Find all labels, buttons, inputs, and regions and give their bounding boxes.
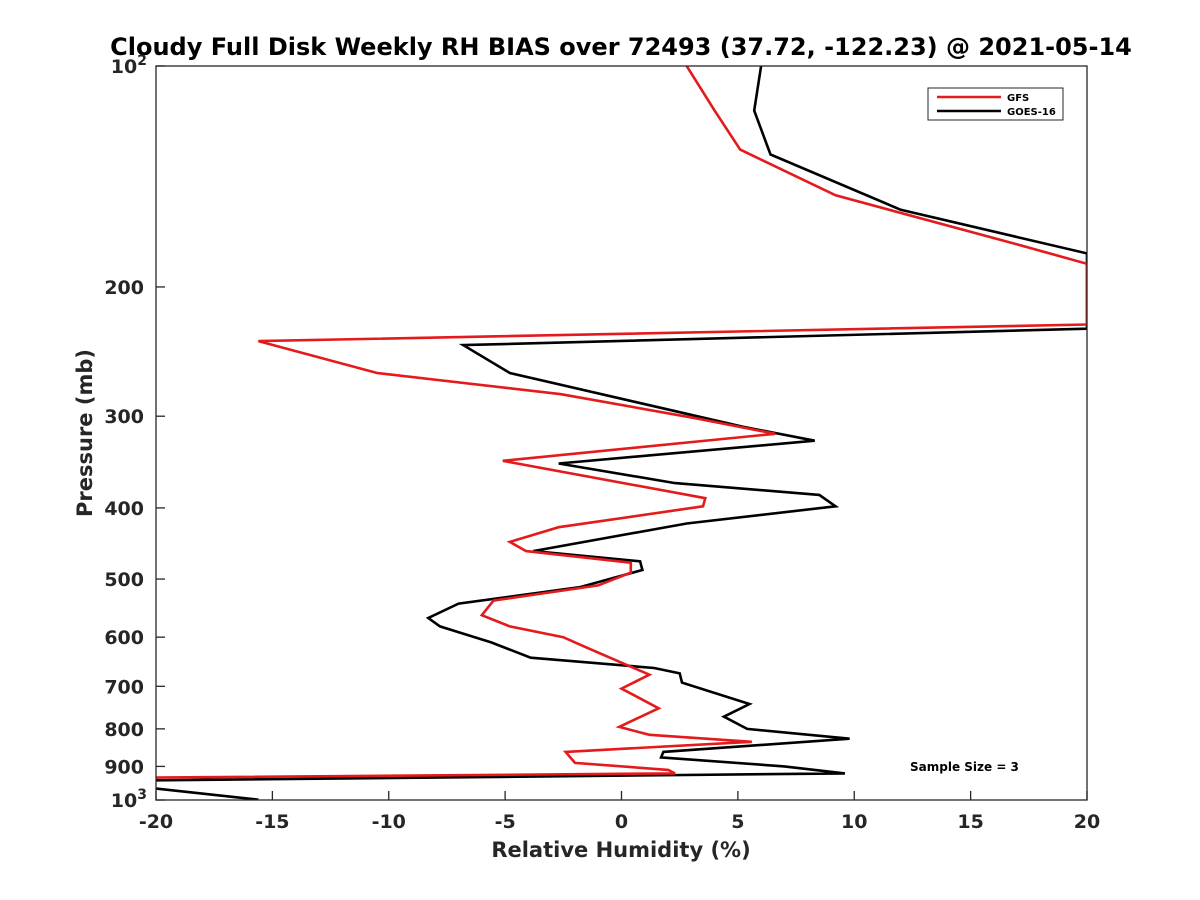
x-axis-label: Relative Humidity (%)	[491, 838, 750, 862]
x-tick-label: -10	[372, 811, 406, 833]
y-tick-label: 500	[104, 569, 144, 591]
x-tick-label: 5	[731, 811, 744, 833]
x-tick-label: 20	[1074, 811, 1100, 833]
y-tick-label: 103	[111, 787, 147, 812]
x-tick-label: -5	[495, 811, 516, 833]
series-line-goes16-segment	[156, 787, 259, 800]
series-line-gfs	[156, 66, 1087, 779]
series-line-goes16	[156, 66, 1087, 782]
sample-size-annotation: Sample Size = 3	[910, 760, 1019, 774]
legend-box	[927, 87, 1064, 121]
legend: GFS GOES-16	[927, 87, 1064, 121]
y-tick-label: 800	[104, 719, 144, 741]
y-tick-label: 300	[104, 406, 144, 428]
x-tick-label: 10	[841, 811, 867, 833]
y-tick-label: 600	[104, 627, 144, 649]
y-axis-ticks: 102 200 300 400 500 600 700 800 900 103	[104, 53, 165, 812]
y-tick-label: 200	[104, 277, 144, 299]
x-tick-label: 15	[957, 811, 983, 833]
legend-label-gfs: GFS	[1007, 93, 1029, 104]
x-axis-ticks: -20 -15 -10 -5 0 5 10 15 20	[139, 791, 1100, 833]
y-tick-label: 400	[104, 498, 144, 520]
legend-label-goes16: GOES-16	[1007, 107, 1056, 118]
x-tick-label: 0	[615, 811, 628, 833]
y-tick-label: 700	[104, 676, 144, 698]
y-axis-label: Pressure (mb)	[73, 349, 97, 517]
chart-title: Cloudy Full Disk Weekly RH BIAS over 724…	[110, 33, 1132, 61]
x-tick-label: -20	[139, 811, 173, 833]
y-tick-label: 900	[104, 756, 144, 778]
series-layer	[156, 66, 1087, 800]
y-tick-label: 102	[111, 53, 147, 78]
x-tick-label: -15	[255, 811, 289, 833]
